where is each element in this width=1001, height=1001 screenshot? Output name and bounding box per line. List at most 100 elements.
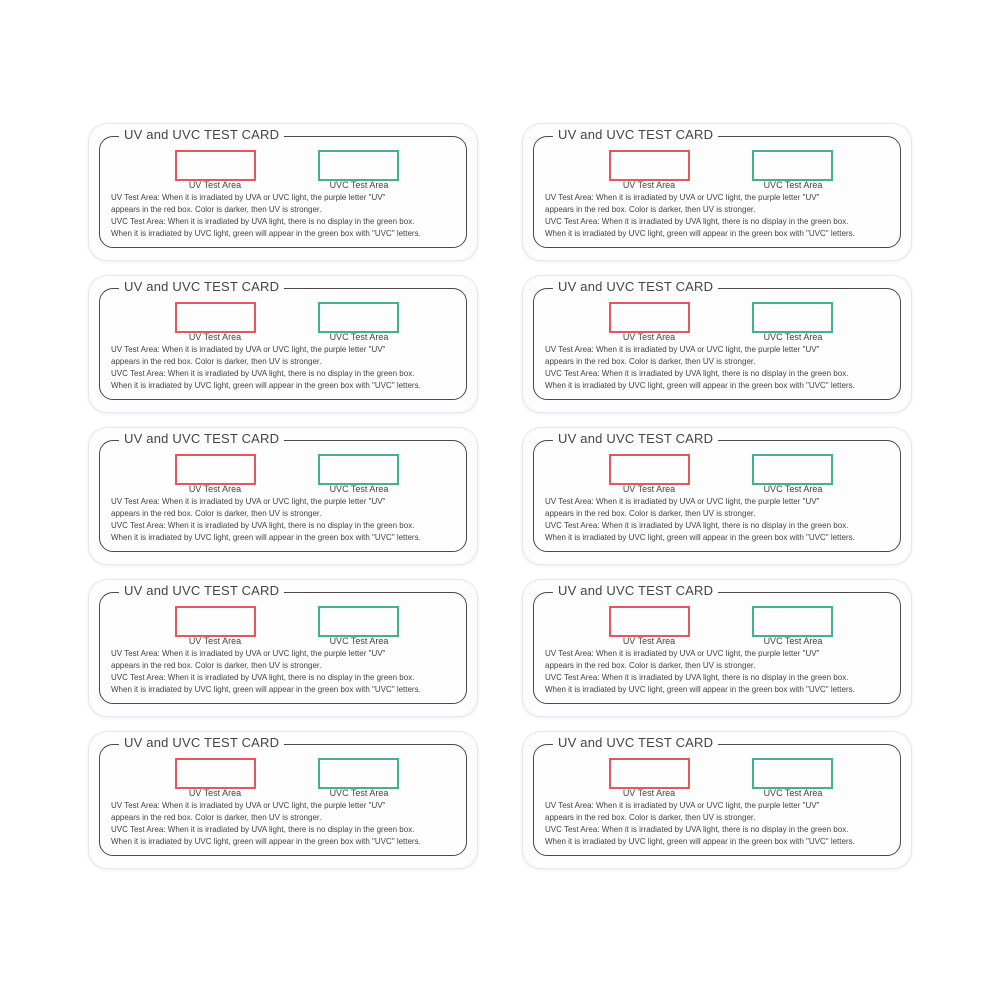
card-title: UV and UVC TEST CARD bbox=[119, 279, 285, 294]
uv-test-card: UV and UVC TEST CARD UV Test Area UVC Te… bbox=[89, 732, 477, 868]
card-title: UV and UVC TEST CARD bbox=[119, 583, 285, 598]
card-title: UV and UVC TEST CARD bbox=[119, 127, 285, 142]
card-description: UV Test Area: When it is irradiated by U… bbox=[111, 800, 471, 848]
uv-test-card: UV and UVC TEST CARD UV Test Area UVC Te… bbox=[523, 276, 911, 412]
description-line: When it is irradiated by UVC light, gree… bbox=[111, 837, 421, 846]
description-line: appears in the red box. Color is darker,… bbox=[545, 661, 756, 670]
uvc-test-box bbox=[318, 302, 399, 333]
description-line: UV Test Area: When it is irradiated by U… bbox=[545, 801, 820, 810]
card-description: UV Test Area: When it is irradiated by U… bbox=[545, 496, 905, 544]
description-line: When it is irradiated by UVC light, gree… bbox=[545, 229, 855, 238]
uv-test-card: UV and UVC TEST CARD UV Test Area UVC Te… bbox=[89, 428, 477, 564]
uvc-test-label: UVC Test Area bbox=[329, 484, 389, 494]
uvc-test-label: UVC Test Area bbox=[763, 180, 823, 190]
uvc-test-label: UVC Test Area bbox=[763, 332, 823, 342]
uv-test-box bbox=[175, 758, 256, 789]
card-title: UV and UVC TEST CARD bbox=[119, 735, 285, 750]
uvc-test-label: UVC Test Area bbox=[763, 484, 823, 494]
description-line: When it is irradiated by UVC light, gree… bbox=[111, 533, 421, 542]
card-title: UV and UVC TEST CARD bbox=[553, 735, 719, 750]
description-line: UVC Test Area: When it is irradiated by … bbox=[111, 673, 415, 682]
description-line: appears in the red box. Color is darker,… bbox=[111, 509, 322, 518]
card-description: UV Test Area: When it is irradiated by U… bbox=[111, 344, 471, 392]
uvc-test-label: UVC Test Area bbox=[329, 332, 389, 342]
uv-test-label: UV Test Area bbox=[622, 788, 676, 798]
uv-test-card: UV and UVC TEST CARD UV Test Area UVC Te… bbox=[89, 124, 477, 260]
description-line: UV Test Area: When it is irradiated by U… bbox=[111, 649, 386, 658]
description-line: appears in the red box. Color is darker,… bbox=[111, 205, 322, 214]
uv-test-box bbox=[609, 606, 690, 637]
uv-test-box bbox=[609, 454, 690, 485]
card-description: UV Test Area: When it is irradiated by U… bbox=[545, 648, 905, 696]
uvc-test-box bbox=[318, 606, 399, 637]
card-description: UV Test Area: When it is irradiated by U… bbox=[545, 192, 905, 240]
description-line: When it is irradiated by UVC light, gree… bbox=[545, 533, 855, 542]
card-title: UV and UVC TEST CARD bbox=[553, 583, 719, 598]
description-line: When it is irradiated by UVC light, gree… bbox=[545, 381, 855, 390]
uvc-test-label: UVC Test Area bbox=[329, 636, 389, 646]
uv-test-label: UV Test Area bbox=[188, 788, 242, 798]
description-line: appears in the red box. Color is darker,… bbox=[545, 205, 756, 214]
description-line: When it is irradiated by UVC light, gree… bbox=[545, 685, 855, 694]
uv-test-card: UV and UVC TEST CARD UV Test Area UVC Te… bbox=[89, 580, 477, 716]
description-line: UV Test Area: When it is irradiated by U… bbox=[111, 345, 386, 354]
uv-test-box bbox=[175, 606, 256, 637]
description-line: When it is irradiated by UVC light, gree… bbox=[111, 685, 421, 694]
description-line: appears in the red box. Color is darker,… bbox=[111, 357, 322, 366]
card-description: UV Test Area: When it is irradiated by U… bbox=[111, 192, 471, 240]
description-line: UVC Test Area: When it is irradiated by … bbox=[545, 825, 849, 834]
uv-test-box bbox=[609, 302, 690, 333]
uvc-test-box bbox=[752, 150, 833, 181]
uv-test-box bbox=[609, 758, 690, 789]
uv-test-card: UV and UVC TEST CARD UV Test Area UVC Te… bbox=[523, 428, 911, 564]
description-line: UV Test Area: When it is irradiated by U… bbox=[111, 801, 386, 810]
uvc-test-box bbox=[752, 302, 833, 333]
description-line: UV Test Area: When it is irradiated by U… bbox=[545, 193, 820, 202]
uvc-test-label: UVC Test Area bbox=[329, 180, 389, 190]
description-line: UVC Test Area: When it is irradiated by … bbox=[111, 825, 415, 834]
description-line: When it is irradiated by UVC light, gree… bbox=[545, 837, 855, 846]
description-line: UVC Test Area: When it is irradiated by … bbox=[111, 217, 415, 226]
uv-test-label: UV Test Area bbox=[622, 484, 676, 494]
uvc-test-box bbox=[752, 758, 833, 789]
card-title: UV and UVC TEST CARD bbox=[553, 127, 719, 142]
description-line: UV Test Area: When it is irradiated by U… bbox=[111, 193, 386, 202]
card-title: UV and UVC TEST CARD bbox=[119, 431, 285, 446]
uvc-test-box bbox=[752, 606, 833, 637]
uv-test-card: UV and UVC TEST CARD UV Test Area UVC Te… bbox=[523, 732, 911, 868]
card-description: UV Test Area: When it is irradiated by U… bbox=[545, 800, 905, 848]
description-line: appears in the red box. Color is darker,… bbox=[545, 509, 756, 518]
uv-test-label: UV Test Area bbox=[188, 180, 242, 190]
description-line: UVC Test Area: When it is irradiated by … bbox=[111, 369, 415, 378]
uv-test-card: UV and UVC TEST CARD UV Test Area UVC Te… bbox=[523, 580, 911, 716]
description-line: When it is irradiated by UVC light, gree… bbox=[111, 381, 421, 390]
uvc-test-box bbox=[318, 150, 399, 181]
uv-test-label: UV Test Area bbox=[622, 636, 676, 646]
uvc-test-box bbox=[318, 454, 399, 485]
description-line: UVC Test Area: When it is irradiated by … bbox=[545, 521, 849, 530]
card-description: UV Test Area: When it is irradiated by U… bbox=[111, 496, 471, 544]
uvc-test-box bbox=[318, 758, 399, 789]
uvc-test-box bbox=[752, 454, 833, 485]
description-line: UV Test Area: When it is irradiated by U… bbox=[545, 345, 820, 354]
card-description: UV Test Area: When it is irradiated by U… bbox=[545, 344, 905, 392]
uv-test-card: UV and UVC TEST CARD UV Test Area UVC Te… bbox=[523, 124, 911, 260]
description-line: UV Test Area: When it is irradiated by U… bbox=[545, 649, 820, 658]
description-line: UVC Test Area: When it is irradiated by … bbox=[545, 217, 849, 226]
card-title: UV and UVC TEST CARD bbox=[553, 279, 719, 294]
description-line: appears in the red box. Color is darker,… bbox=[545, 813, 756, 822]
description-line: UVC Test Area: When it is irradiated by … bbox=[545, 673, 849, 682]
uvc-test-label: UVC Test Area bbox=[763, 788, 823, 798]
description-line: UVC Test Area: When it is irradiated by … bbox=[545, 369, 849, 378]
uv-test-label: UV Test Area bbox=[622, 180, 676, 190]
uv-test-box bbox=[175, 454, 256, 485]
uv-test-label: UV Test Area bbox=[188, 636, 242, 646]
uv-test-card: UV and UVC TEST CARD UV Test Area UVC Te… bbox=[89, 276, 477, 412]
card-title: UV and UVC TEST CARD bbox=[553, 431, 719, 446]
description-line: appears in the red box. Color is darker,… bbox=[111, 661, 322, 670]
description-line: UVC Test Area: When it is irradiated by … bbox=[111, 521, 415, 530]
uv-test-label: UV Test Area bbox=[188, 332, 242, 342]
uv-test-box bbox=[175, 302, 256, 333]
uv-test-box bbox=[175, 150, 256, 181]
uvc-test-label: UVC Test Area bbox=[763, 636, 823, 646]
